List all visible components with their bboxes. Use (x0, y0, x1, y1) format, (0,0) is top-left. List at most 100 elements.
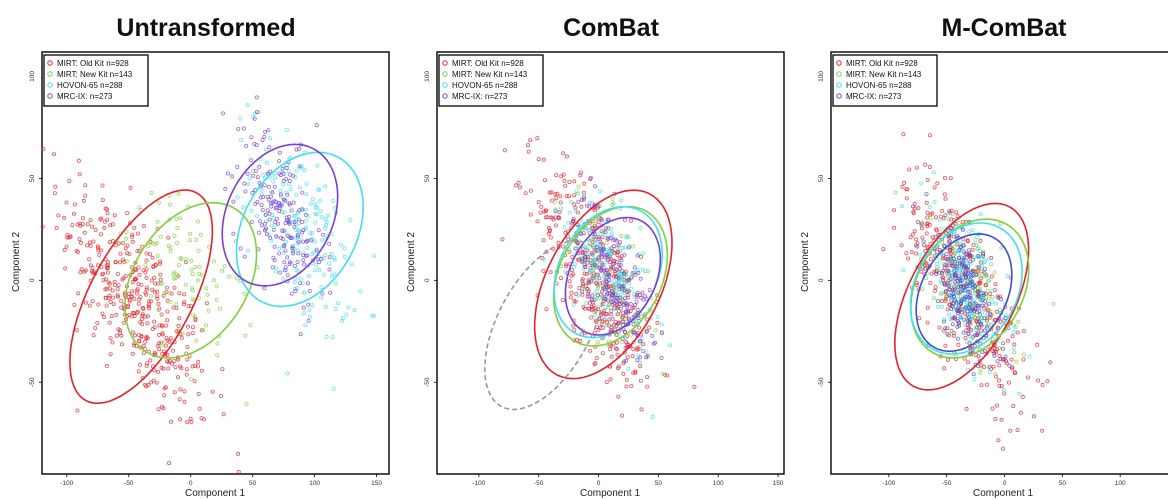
data-point (1001, 341, 1006, 346)
data-point (201, 328, 206, 333)
data-point (985, 382, 990, 387)
data-point (925, 245, 930, 250)
data-point (631, 330, 636, 335)
data-point (982, 306, 987, 311)
data-point (975, 235, 980, 240)
data-point (616, 274, 621, 279)
data-point (976, 270, 981, 275)
data-point (952, 298, 957, 303)
data-point (261, 172, 266, 177)
data-point (297, 208, 302, 213)
data-point (956, 290, 961, 295)
data-point (944, 295, 949, 300)
data-point (302, 262, 307, 267)
data-point (919, 221, 924, 226)
data-point (320, 237, 325, 242)
data-point (145, 314, 150, 319)
data-point (609, 325, 614, 330)
data-point (942, 256, 947, 261)
data-point (610, 202, 615, 207)
data-point (946, 217, 951, 222)
data-point (150, 241, 155, 246)
data-point (975, 264, 980, 269)
data-point (952, 250, 957, 255)
data-point (597, 247, 602, 252)
data-point (104, 286, 109, 291)
data-point (983, 267, 988, 272)
data-point (296, 240, 301, 245)
data-point (214, 284, 219, 289)
data-point (249, 208, 254, 213)
data-point (102, 314, 107, 319)
confidence-ellipse (564, 216, 662, 336)
data-point (523, 191, 528, 196)
data-point (303, 253, 308, 258)
data-point (262, 286, 267, 291)
data-point (256, 247, 261, 252)
data-point (943, 298, 948, 303)
data-point (1012, 350, 1017, 355)
data-point (919, 221, 924, 226)
data-point (618, 240, 623, 245)
data-point (599, 268, 604, 273)
data-point (548, 270, 553, 275)
data-point (205, 292, 210, 297)
data-point (944, 226, 949, 231)
data-point (538, 210, 543, 215)
data-point (147, 252, 152, 257)
data-point (177, 316, 182, 321)
legend-marker (47, 71, 53, 77)
data-point (100, 272, 105, 277)
data-point (217, 306, 222, 311)
data-point (588, 175, 593, 180)
data-point (969, 328, 974, 333)
data-point (624, 234, 629, 239)
data-point (184, 372, 189, 377)
data-point (287, 214, 292, 219)
data-point (978, 366, 983, 371)
data-point (289, 235, 294, 240)
data-point (610, 316, 615, 321)
data-point (190, 272, 195, 277)
data-point (927, 133, 932, 138)
data-point (181, 302, 186, 307)
data-point (278, 188, 283, 193)
data-point (333, 281, 338, 286)
data-point (156, 407, 161, 412)
data-point (588, 348, 593, 353)
data-point (981, 251, 986, 256)
data-point (966, 318, 971, 323)
data-point (282, 197, 287, 202)
data-point (165, 318, 170, 323)
data-point (947, 312, 952, 317)
data-point (594, 355, 599, 360)
data-point (85, 222, 90, 227)
data-point (234, 276, 239, 281)
data-point (132, 277, 137, 282)
data-point (323, 304, 328, 309)
data-point (979, 331, 984, 336)
data-point (327, 255, 332, 260)
data-point (645, 384, 650, 389)
data-point (966, 248, 971, 253)
data-point (971, 285, 976, 290)
data-point (1015, 330, 1020, 335)
data-point (613, 346, 618, 351)
data-point (982, 258, 987, 263)
data-point (1017, 391, 1022, 396)
data-point (927, 205, 932, 210)
data-point (115, 287, 120, 292)
data-point (304, 192, 309, 197)
data-point (305, 281, 310, 286)
data-point (265, 208, 270, 213)
data-point (604, 274, 609, 279)
data-point (644, 355, 649, 360)
data-point (919, 181, 924, 186)
data-point (627, 277, 632, 282)
data-point (605, 268, 610, 273)
data-point (933, 234, 938, 239)
data-point (123, 236, 128, 241)
data-point (596, 272, 601, 277)
data-point (316, 228, 321, 233)
legend-marker (442, 60, 448, 66)
